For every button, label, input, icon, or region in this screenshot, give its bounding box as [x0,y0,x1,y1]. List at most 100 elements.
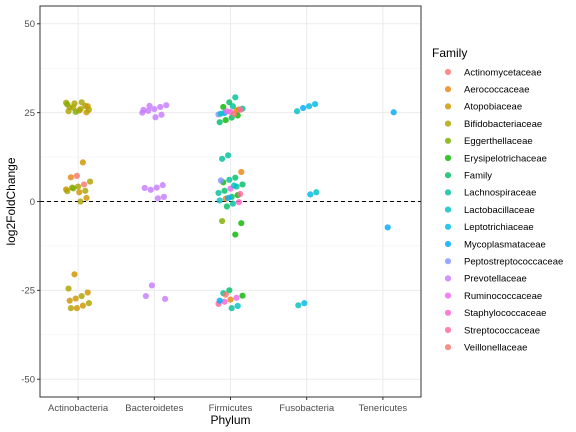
data-point [384,224,391,231]
data-point [151,105,158,113]
data-point [222,291,229,298]
legend-key [444,258,452,265]
data-point [78,292,85,300]
legend-key [444,292,452,299]
data-point [219,217,226,225]
legend-label: Veillonellaceae [464,343,527,354]
legend-key [444,344,452,351]
legend-key [444,154,452,162]
y-tick-label: 0 [30,197,35,208]
data-point [148,282,155,289]
axis-layer: -50 -25 0 25 50 Actinobacteria Bacteroidetes Fi… [21,19,407,414]
legend-label: Aerococcaceae [464,85,529,96]
data-point [84,289,91,296]
y-tick-label: 50 [24,19,35,30]
legend-label: Peptostreptococcaceae [464,257,563,268]
data-point [223,203,230,210]
legend: Actinomycetaceae Aerococcaceae Atopobiacea… [444,67,563,354]
data-point [223,108,230,115]
x-axis-title: Phylum [210,413,250,427]
legend-label: Actinomycetaceae [464,67,542,78]
data-point [229,103,236,110]
legend-key [444,68,452,76]
data-point [146,102,153,109]
legend-key [444,86,452,93]
data-point [72,295,79,302]
data-point [225,152,232,159]
data-point [71,271,78,278]
data-point [76,189,83,196]
data-point [219,155,226,162]
legend-label: Bifidobacteriaceae [464,119,542,130]
legend-key [444,103,452,110]
data-point [79,302,86,309]
data-point [229,200,236,207]
data-point [222,117,229,124]
data-point [85,106,92,113]
data-point [64,188,71,195]
data-point [75,183,82,190]
data-point [87,178,94,185]
y-axis-title: log2FoldChange [4,157,18,245]
data-point [235,199,242,206]
data-point [232,231,239,238]
data-point [226,287,233,294]
data-point [72,108,79,116]
data-point [159,182,166,189]
data-point [79,159,86,166]
data-point [220,103,227,111]
data-point [154,195,161,202]
legend-label: Erysipelotrichaceae [464,153,547,164]
data-point [228,305,235,312]
data-point [71,100,78,107]
legend-title: Family [432,46,467,60]
data-point [226,99,233,106]
legend-key [444,206,452,213]
y-tick-label: 25 [24,108,35,119]
data-point [295,302,302,309]
data-point [158,111,165,118]
data-point [73,305,80,312]
data-point [147,186,154,193]
data-point [232,174,239,181]
legend-label: Prevotellaceae [464,274,527,285]
legend-label: Lachnospiraceae [464,188,536,199]
legend-label: Leptotrichiaceae [464,222,534,233]
points-layer [63,94,397,312]
legend-key [444,326,452,334]
data-point [81,181,88,188]
data-point [312,101,319,108]
data-point [227,296,234,303]
data-point [232,94,239,101]
data-point [216,297,223,304]
data-point [140,106,147,113]
y-tick-label: -50 [21,375,35,386]
data-point [237,190,244,198]
data-point [82,187,89,194]
legend-label: Family [464,171,492,182]
data-point [163,102,170,109]
data-point [294,108,301,115]
data-point [307,191,314,198]
data-point [83,194,90,202]
data-point [221,187,228,194]
data-point [239,292,246,299]
data-point [216,197,223,204]
legend-label: Ruminococcaceae [464,291,542,302]
legend-key [444,240,452,248]
data-point [145,107,152,114]
data-point [390,109,397,116]
data-point [67,174,74,181]
data-point [142,292,149,300]
data-point [217,110,224,117]
data-point [221,298,228,305]
data-point [233,294,240,301]
data-point [160,193,167,200]
legend-label: Lactobacillaceae [464,205,535,216]
legend-key [444,309,452,316]
data-point [141,184,148,192]
legend-label: Staphylococcaceae [464,308,546,319]
data-point [66,104,73,111]
data-point [65,285,72,292]
data-point [77,105,84,113]
